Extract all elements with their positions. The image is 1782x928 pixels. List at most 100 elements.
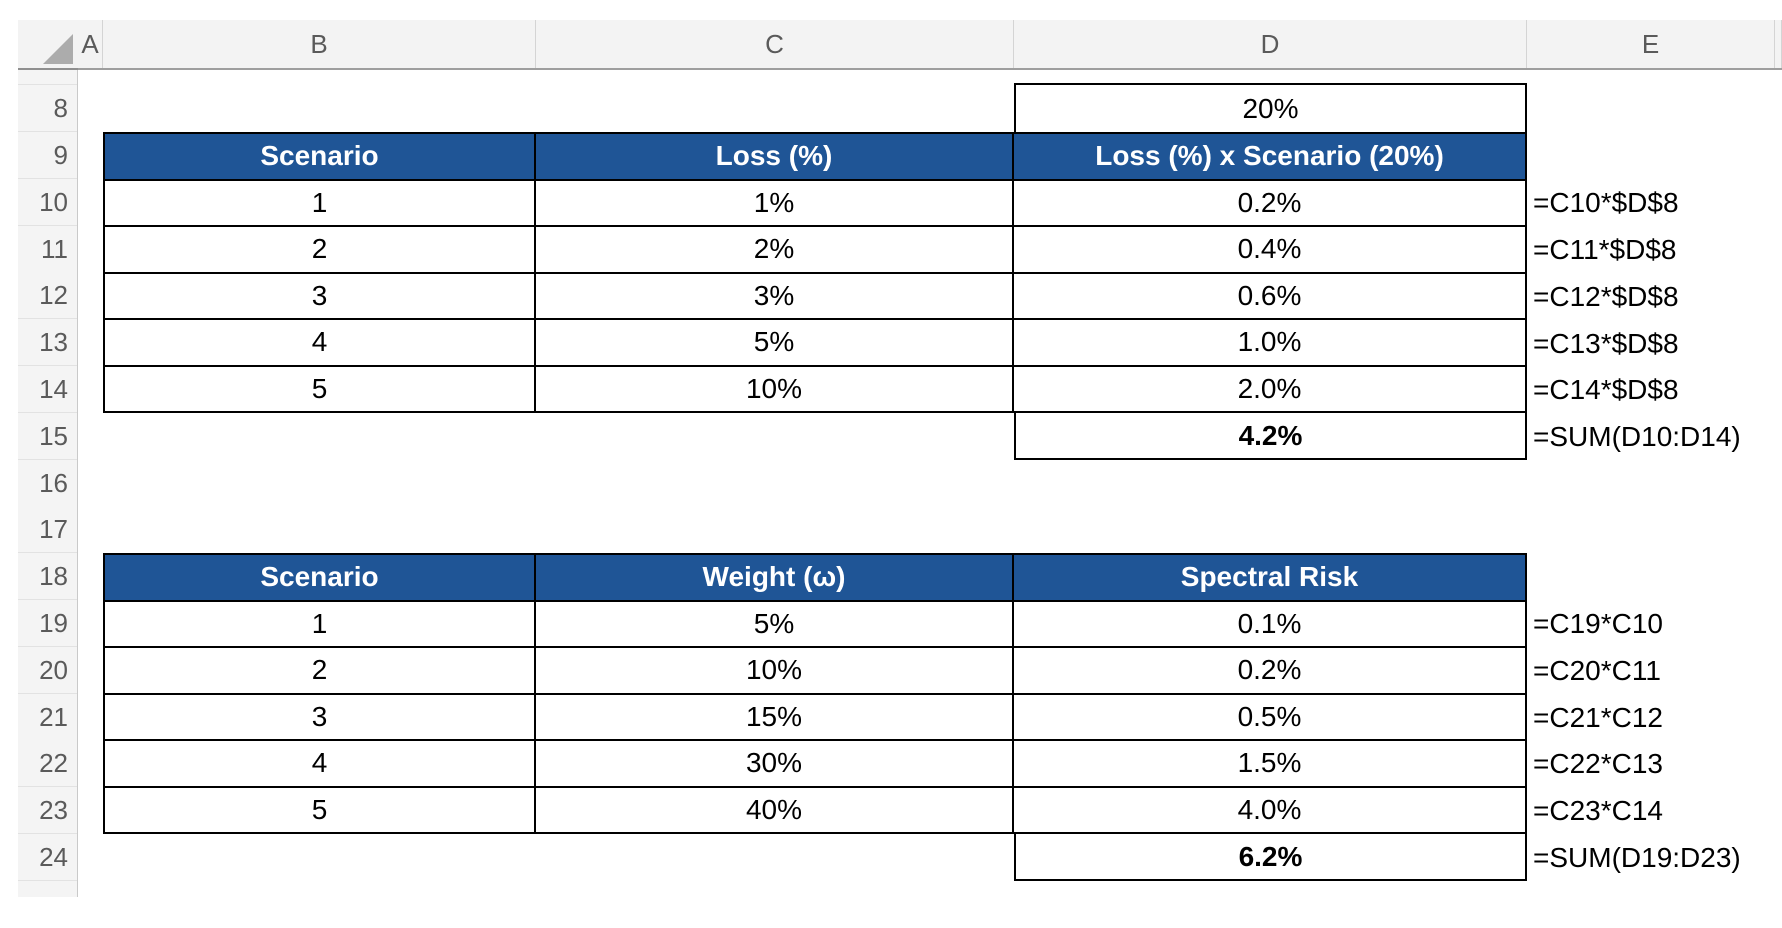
col-label: A: [81, 28, 99, 59]
cell-d24-total[interactable]: 6.2%: [1014, 832, 1527, 881]
row-header-strip: 7 8 9 10 11 12 13 14 15 16 17 18 19 20 2…: [18, 70, 78, 897]
row-header-25[interactable]: [18, 881, 77, 897]
row-header-13[interactable]: 13: [18, 319, 77, 366]
row-header-16[interactable]: 16: [18, 460, 77, 507]
cell-e10-formula[interactable]: =C10*$D$8: [1533, 186, 1679, 218]
row-header-7[interactable]: 7: [18, 70, 77, 85]
cell-e14-formula[interactable]: =C14*$D$8: [1533, 373, 1679, 405]
cell-c21-weight[interactable]: 15%: [536, 694, 1012, 739]
cell-b14-scenario[interactable]: 5: [105, 366, 534, 411]
column-header-strip: A B C D E: [78, 20, 1782, 70]
select-all-triangle-icon: [43, 34, 73, 64]
cell-e19-formula[interactable]: =C19*C10: [1533, 607, 1663, 639]
t1-header-product[interactable]: Loss (%) x Scenario (20%): [1014, 134, 1525, 179]
cell-d14-product[interactable]: 2.0%: [1014, 366, 1525, 411]
col-header-b[interactable]: B: [103, 20, 536, 68]
cell-b22-scenario[interactable]: 4: [105, 741, 534, 786]
cell-b23-scenario[interactable]: 5: [105, 787, 534, 832]
col-header-a[interactable]: A: [78, 20, 103, 68]
row-header-11[interactable]: 11: [18, 226, 77, 273]
row-label: 13: [39, 326, 68, 357]
cell-e22-formula[interactable]: =C22*C13: [1533, 747, 1663, 779]
cell-d11-product[interactable]: 0.4%: [1014, 227, 1525, 272]
cell-c19-weight[interactable]: 5%: [536, 601, 1012, 646]
cell-d20-risk[interactable]: 0.2%: [1014, 648, 1525, 693]
t2-header-weight[interactable]: Weight (ω): [536, 555, 1012, 600]
cell-c13-loss[interactable]: 5%: [536, 320, 1012, 365]
cell-b11-scenario[interactable]: 2: [105, 227, 534, 272]
select-all-corner[interactable]: [18, 20, 80, 70]
row-label: 18: [39, 560, 68, 591]
t1-header-scenario[interactable]: Scenario: [105, 134, 534, 179]
row-label: 9: [53, 139, 68, 170]
table-spectral-risk: Scenario Weight (ω) Spectral Risk 1 5% 0…: [103, 553, 1527, 834]
cell-value: 4.2%: [1238, 419, 1303, 451]
row-label: 19: [39, 607, 68, 638]
row-header-19[interactable]: 19: [18, 600, 77, 647]
col-header-c[interactable]: C: [536, 20, 1014, 68]
row-label: 20: [39, 654, 68, 685]
cell-d15-total[interactable]: 4.2%: [1014, 411, 1527, 460]
cell-d19-risk[interactable]: 0.1%: [1014, 601, 1525, 646]
cell-b20-scenario[interactable]: 2: [105, 648, 534, 693]
cell-b12-scenario[interactable]: 3: [105, 273, 534, 318]
row-label: 23: [39, 794, 68, 825]
col-label: B: [310, 28, 328, 59]
row-header-20[interactable]: 20: [18, 647, 77, 694]
row-label: 14: [39, 373, 68, 404]
cell-c22-weight[interactable]: 30%: [536, 741, 1012, 786]
cell-e15-sum-formula[interactable]: =SUM(D10:D14): [1533, 420, 1741, 452]
cell-e13-formula[interactable]: =C13*$D$8: [1533, 327, 1679, 359]
cell-d22-risk[interactable]: 1.5%: [1014, 741, 1525, 786]
row-label: 7: [54, 70, 68, 77]
cell-e24-sum-formula[interactable]: =SUM(D19:D23): [1533, 841, 1741, 873]
row-label: 10: [39, 186, 68, 217]
cell-b19-scenario[interactable]: 1: [105, 601, 534, 646]
t2-header-risk[interactable]: Spectral Risk: [1014, 555, 1525, 600]
row-header-14[interactable]: 14: [18, 366, 77, 413]
col-header-f-sliver[interactable]: [1775, 20, 1782, 68]
cell-d12-product[interactable]: 0.6%: [1014, 273, 1525, 318]
t2-header-scenario[interactable]: Scenario: [105, 555, 534, 600]
row-header-23[interactable]: 23: [18, 787, 77, 834]
row-label: 12: [39, 279, 68, 310]
cell-d13-product[interactable]: 1.0%: [1014, 320, 1525, 365]
row-header-15[interactable]: 15: [18, 413, 77, 460]
row-label: 16: [39, 467, 68, 498]
table-loss-x-scenario: Scenario Loss (%) Loss (%) x Scenario (2…: [103, 132, 1527, 413]
cell-e23-formula[interactable]: =C23*C14: [1533, 794, 1663, 826]
t1-header-loss[interactable]: Loss (%): [536, 134, 1012, 179]
cell-d23-risk[interactable]: 4.0%: [1014, 787, 1525, 832]
row-header-8[interactable]: 8: [18, 85, 77, 132]
cell-e20-formula[interactable]: =C20*C11: [1533, 654, 1661, 686]
cell-b10-scenario[interactable]: 1: [105, 180, 534, 225]
row-header-12[interactable]: 12: [18, 272, 77, 319]
cell-d8-scenario-probability[interactable]: 20%: [1014, 83, 1527, 134]
cell-e12-formula[interactable]: =C12*$D$8: [1533, 280, 1679, 312]
cell-e11-formula[interactable]: =C11*$D$8: [1533, 233, 1677, 265]
row-header-24[interactable]: 24: [18, 834, 77, 881]
cell-d10-product[interactable]: 0.2%: [1014, 180, 1525, 225]
cell-c23-weight[interactable]: 40%: [536, 787, 1012, 832]
cell-e21-formula[interactable]: =C21*C12: [1533, 701, 1663, 733]
col-header-d[interactable]: D: [1014, 20, 1527, 68]
cell-c11-loss[interactable]: 2%: [536, 227, 1012, 272]
col-label: C: [765, 28, 784, 59]
cell-c10-loss[interactable]: 1%: [536, 180, 1012, 225]
cell-b21-scenario[interactable]: 3: [105, 694, 534, 739]
cell-c12-loss[interactable]: 3%: [536, 273, 1012, 318]
col-header-e[interactable]: E: [1527, 20, 1775, 68]
cell-c20-weight[interactable]: 10%: [536, 648, 1012, 693]
row-header-21[interactable]: 21: [18, 694, 77, 741]
cell-d21-risk[interactable]: 0.5%: [1014, 694, 1525, 739]
row-header-17[interactable]: 17: [18, 506, 77, 553]
row-header-22[interactable]: 22: [18, 740, 77, 787]
row-header-10[interactable]: 10: [18, 179, 77, 226]
row-header-9[interactable]: 9: [18, 132, 77, 179]
row-header-18[interactable]: 18: [18, 553, 77, 600]
cell-b13-scenario[interactable]: 4: [105, 320, 534, 365]
row-label: 22: [39, 747, 68, 778]
cell-value: 6.2%: [1238, 840, 1303, 872]
row-label: 8: [53, 92, 68, 123]
cell-c14-loss[interactable]: 10%: [536, 366, 1012, 411]
